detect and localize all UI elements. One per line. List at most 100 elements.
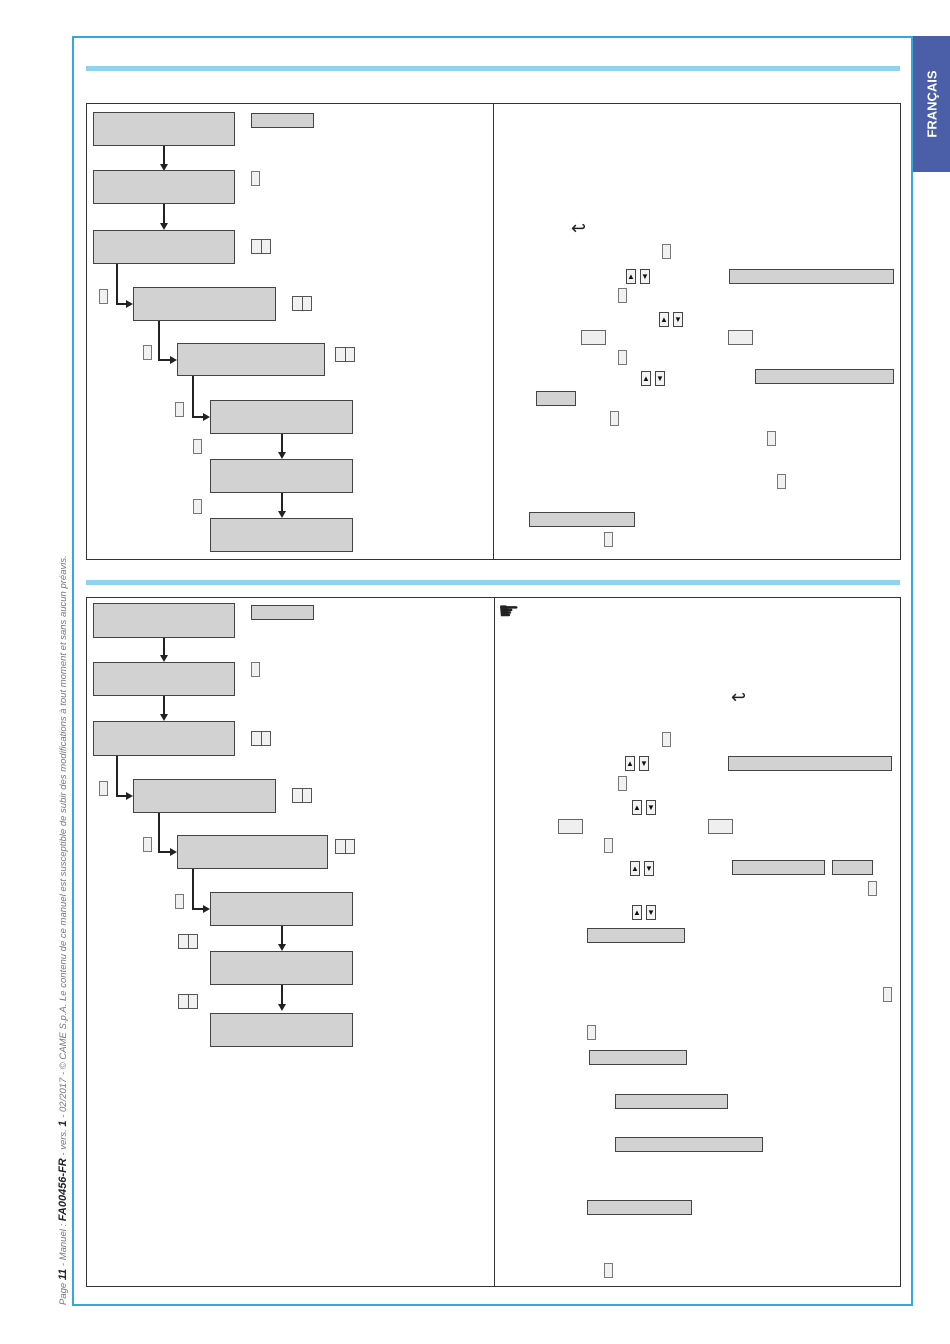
menu-box-level-4 bbox=[133, 779, 276, 813]
display-value-bar bbox=[529, 512, 635, 527]
arrow-up-icon: ▲ bbox=[659, 312, 669, 327]
flow-line bbox=[192, 908, 204, 910]
flow-line bbox=[163, 146, 165, 165]
double-key-button bbox=[292, 296, 312, 311]
section-2-panel bbox=[86, 597, 901, 1287]
menu-box-level-5 bbox=[177, 835, 328, 869]
arrow-down-icon: ▼ bbox=[640, 269, 650, 284]
key-button bbox=[618, 288, 627, 303]
return-arrow-icon: ↩ bbox=[731, 687, 747, 707]
display-value-bar bbox=[587, 1200, 692, 1215]
double-key-button bbox=[292, 788, 312, 803]
language-tab-label: FRANÇAIS bbox=[924, 70, 939, 138]
key-button bbox=[662, 732, 671, 747]
flow-line bbox=[158, 813, 160, 852]
display-value-small bbox=[581, 330, 606, 345]
display-value-bar bbox=[615, 1094, 728, 1109]
arrow-down-icon: ▼ bbox=[646, 800, 656, 815]
menu-box-option-2 bbox=[210, 951, 353, 985]
arrow-up-icon: ▲ bbox=[632, 905, 642, 920]
flow-arrow bbox=[170, 848, 177, 856]
flow-arrow bbox=[203, 413, 210, 421]
flow-arrow bbox=[278, 944, 286, 951]
key-button bbox=[767, 431, 776, 446]
key-button bbox=[143, 837, 152, 852]
flow-arrow bbox=[278, 452, 286, 459]
flow-line bbox=[163, 204, 165, 224]
arrow-down-icon: ▼ bbox=[673, 312, 683, 327]
key-button bbox=[604, 838, 613, 853]
manual-code: FA00456-FR bbox=[57, 1158, 69, 1222]
key-button bbox=[618, 350, 627, 365]
flow-arrow bbox=[160, 164, 168, 171]
flow-arrow bbox=[126, 300, 133, 308]
key-button bbox=[143, 345, 152, 360]
page-frame bbox=[72, 36, 913, 1306]
menu-box-level-1 bbox=[93, 603, 235, 638]
flow-line bbox=[281, 434, 283, 453]
menu-box-level-3 bbox=[93, 721, 235, 756]
flow-arrow bbox=[160, 655, 168, 662]
flow-line bbox=[116, 795, 127, 797]
flow-line bbox=[192, 869, 194, 909]
display-value-small bbox=[708, 819, 733, 834]
key-button bbox=[777, 474, 786, 489]
key-button bbox=[618, 776, 627, 791]
display-value-bar bbox=[536, 391, 576, 406]
flow-line bbox=[163, 696, 165, 715]
display-value-small bbox=[558, 819, 583, 834]
key-button bbox=[610, 411, 619, 426]
key-button bbox=[99, 289, 108, 304]
key-button bbox=[175, 402, 184, 417]
key-button bbox=[868, 881, 877, 896]
flow-line bbox=[158, 851, 170, 853]
arrow-up-icon: ▲ bbox=[626, 269, 636, 284]
flow-line bbox=[116, 264, 118, 304]
display-value-bar bbox=[832, 860, 873, 875]
arrow-down-icon: ▼ bbox=[646, 905, 656, 920]
section-1-rule bbox=[86, 66, 900, 71]
menu-box-level-3 bbox=[93, 230, 235, 264]
menu-box-option-2 bbox=[210, 459, 353, 493]
flow-line bbox=[281, 493, 283, 512]
double-key-button bbox=[335, 839, 355, 854]
key-button bbox=[604, 532, 613, 547]
section-1-divider bbox=[493, 103, 494, 560]
key-sequence-bar bbox=[251, 113, 314, 128]
flow-line bbox=[192, 376, 194, 417]
menu-box-option-1 bbox=[210, 892, 353, 926]
flow-arrow bbox=[170, 356, 177, 364]
key-button bbox=[662, 244, 671, 259]
page-number: 11 bbox=[57, 1268, 69, 1281]
pointing-hand-icon: ☛ bbox=[498, 598, 520, 625]
language-tab[interactable]: FRANÇAIS bbox=[913, 36, 950, 172]
key-button bbox=[99, 781, 108, 796]
key-button bbox=[193, 439, 202, 454]
double-key-button bbox=[251, 239, 271, 254]
flow-line bbox=[192, 416, 204, 418]
double-key-button bbox=[251, 731, 271, 746]
flow-arrow bbox=[160, 714, 168, 721]
menu-box-option-3 bbox=[210, 1013, 353, 1047]
flow-arrow bbox=[278, 1004, 286, 1011]
return-arrow-icon: ↩ bbox=[571, 218, 587, 238]
menu-box-option-1 bbox=[210, 400, 353, 434]
display-value-bar bbox=[615, 1137, 763, 1152]
display-value-small bbox=[728, 330, 753, 345]
flow-arrow bbox=[203, 905, 210, 913]
arrow-up-icon: ▲ bbox=[625, 756, 635, 771]
display-value-bar bbox=[587, 928, 685, 943]
double-key-button bbox=[335, 347, 355, 362]
key-button bbox=[251, 662, 260, 677]
menu-box-level-5 bbox=[177, 343, 325, 376]
arrow-up-icon: ▲ bbox=[641, 371, 651, 386]
menu-box-option-3 bbox=[210, 518, 353, 552]
menu-box-level-2 bbox=[93, 662, 235, 696]
display-value-bar bbox=[589, 1050, 687, 1065]
key-sequence-bar bbox=[251, 605, 314, 620]
arrow-up-icon: ▲ bbox=[632, 800, 642, 815]
key-button bbox=[193, 499, 202, 514]
display-value-bar bbox=[732, 860, 825, 875]
section-2-divider bbox=[494, 597, 495, 1287]
flow-arrow bbox=[278, 511, 286, 518]
